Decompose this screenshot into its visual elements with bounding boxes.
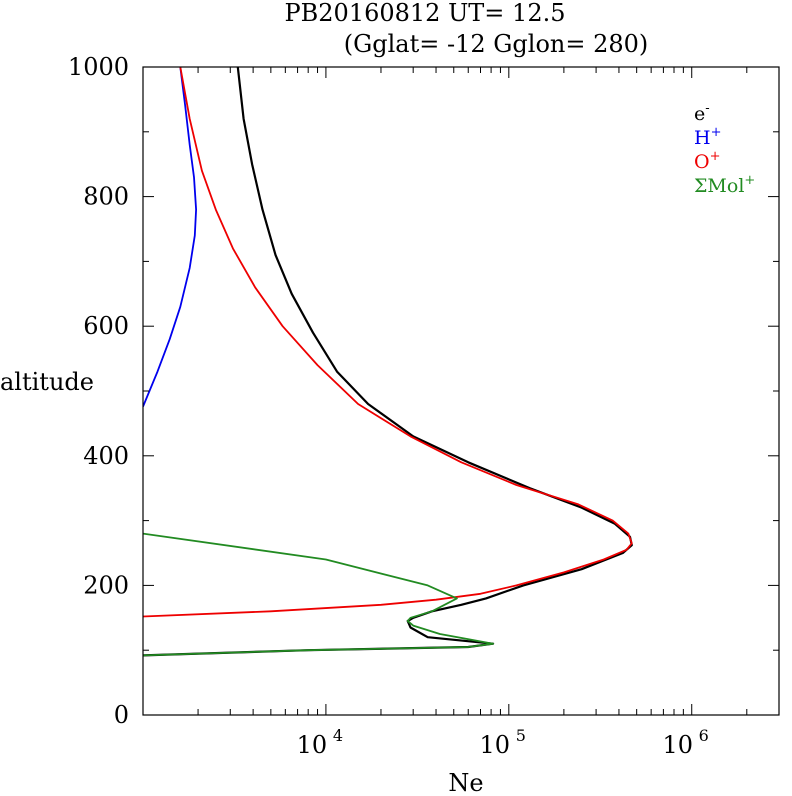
x-tick-label-1: 10 — [480, 731, 511, 759]
chart-title: PB20160812 UT= 12.5 (Gglat= -12 Gglon= 2… — [285, 0, 649, 58]
y-tick-label-1: 200 — [83, 571, 129, 599]
series-line-2 — [143, 67, 633, 618]
legend-entry-sup-3: + — [744, 173, 755, 188]
series-line-3 — [143, 532, 495, 657]
legend: e-H+O+ΣMol+ — [694, 101, 755, 197]
x-tick-label-2: 10 — [662, 731, 693, 759]
legend-entry-sup-2: + — [710, 149, 721, 164]
legend-entry-1: H+ — [694, 125, 721, 149]
legend-entry-2: O+ — [694, 149, 720, 173]
legend-entry-sup-1: + — [711, 125, 722, 140]
legend-entry-0: e- — [694, 101, 710, 125]
series-line-1 — [143, 67, 198, 407]
chart-title-text: PB20160812 UT= 12.5 — [285, 0, 566, 27]
legend-entry-sup-0: - — [705, 101, 709, 116]
x-tick-label-exp-0: 4 — [333, 726, 343, 745]
y-tick-label-2: 400 — [83, 442, 129, 470]
x-tick-label-exp-1: 5 — [516, 726, 526, 745]
chart-subtitle-text: (Gglat= -12 Gglon= 280) — [344, 30, 649, 58]
series-line-0 — [143, 67, 633, 657]
y-axis-label: altitude — [0, 368, 94, 396]
y-tick-label-0: 0 — [114, 701, 129, 729]
plot-curves — [143, 67, 633, 657]
y-tick-label-3: 600 — [83, 312, 129, 340]
y-tick-label-5: 1000 — [68, 53, 129, 81]
x-axis-label: Ne — [448, 769, 483, 796]
x-tick-label-0: 10 — [297, 731, 328, 759]
y-axis: 0 200 400 600 800 1000 — [68, 53, 779, 729]
y-tick-label-4: 800 — [83, 183, 129, 211]
x-axis: 10 4 10 5 10 6 — [142, 67, 780, 759]
x-tick-label-exp-2: 6 — [699, 726, 709, 745]
plot-frame — [142, 66, 780, 716]
legend-entry-3: ΣMol+ — [694, 173, 755, 197]
